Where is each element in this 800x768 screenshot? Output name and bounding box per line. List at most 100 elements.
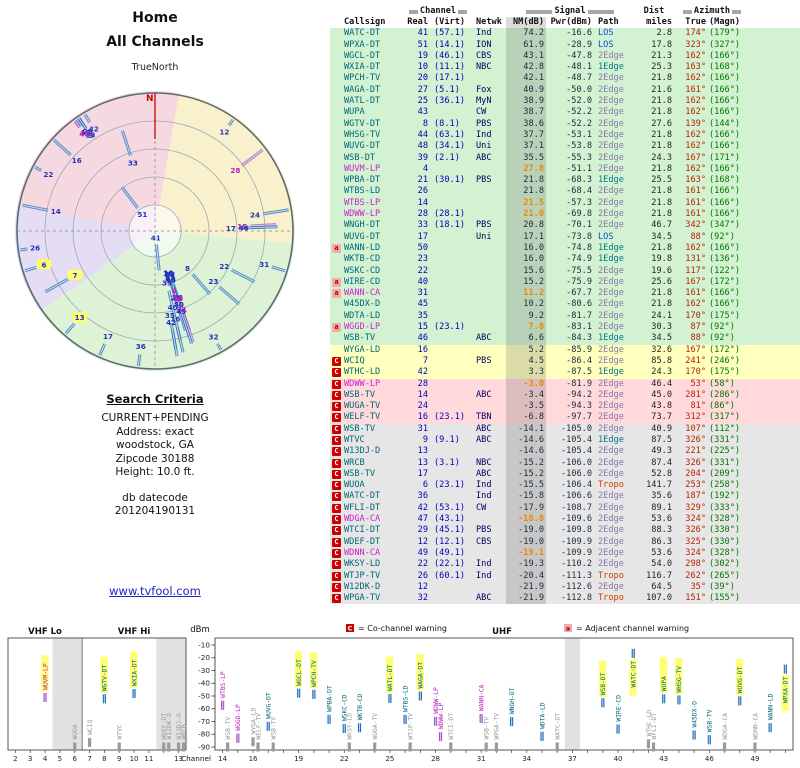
channel-axis-label: Channel — [181, 754, 211, 763]
co-channel-warning-badge: C — [332, 379, 341, 389]
table-cell: WATC-DT — [344, 28, 381, 39]
table-cell: PBS — [476, 525, 492, 536]
table-cell: (330°) — [709, 536, 741, 547]
svg-text:WTCI-DT: WTCI-DT — [448, 713, 455, 740]
svg-text:-70: -70 — [198, 717, 210, 726]
table-cell: WATL-DT — [344, 96, 381, 107]
svg-text:24: 24 — [250, 211, 260, 220]
table-cell: 21.0 — [506, 209, 546, 221]
table-cell: ABC — [476, 152, 492, 163]
table-cell: Ind — [476, 129, 492, 140]
radar-station-mark: 21 — [171, 294, 187, 332]
svg-text:WFLI-DT: WFLI-DT — [651, 713, 658, 740]
table-cell: -74.9 — [566, 254, 592, 265]
table-cell — [472, 266, 506, 277]
svg-text:42: 42 — [89, 125, 99, 134]
table-cell: 2Edge — [598, 547, 624, 558]
table-cell: 88° — [690, 231, 706, 242]
table-cell: 14 — [417, 389, 428, 400]
svg-text:34: 34 — [522, 755, 531, 763]
tvfool-link[interactable]: www.tvfool.com — [109, 584, 201, 598]
table-cell: -52.2 — [566, 107, 592, 118]
table-cell: 342° — [685, 220, 706, 231]
table-cell: (18.1) — [434, 220, 466, 231]
table-cell: 167° — [685, 152, 706, 163]
table-cell: WPXA-DT — [344, 39, 381, 50]
table-cell: -81.7 — [566, 310, 592, 321]
table-cell: 15.2 — [506, 276, 546, 289]
svg-text:51: 51 — [137, 210, 147, 219]
table-cell: -75.5 — [566, 265, 592, 276]
table-cell — [472, 299, 506, 310]
table-row: C WTVC 9 (9.1) ABC -14.6 -105.4 1Edge 87.5 326° (3… — [330, 434, 800, 447]
table-cell: 170° — [685, 310, 706, 321]
table-cell: 42 — [417, 502, 428, 513]
svg-text:27: 27 — [165, 271, 175, 280]
table-cell: Uni — [476, 231, 492, 242]
chart-station-mark: W12DK-D — [166, 713, 173, 752]
table-cell: 1Edge — [598, 434, 624, 445]
table-cell: (11.1) — [434, 62, 466, 73]
radar-wedge — [17, 91, 180, 232]
table-cell: LOS — [598, 28, 614, 39]
search-criteria-heading: Search Criteria — [106, 392, 204, 406]
table-cell: -110.2 — [560, 559, 592, 570]
table-cell: 162° — [685, 242, 706, 253]
table-cell: (225°) — [709, 446, 741, 457]
col-callsign: Callsign — [344, 17, 386, 27]
table-row: WTBS-LD 26 21.8 -68.4 2Edge 21.8 161° (166°) — [330, 186, 800, 198]
table-cell: 2Edge — [598, 559, 624, 570]
co-channel-warning-badge: C — [332, 526, 341, 536]
table-cell: 14 — [417, 197, 428, 208]
table-cell: Ind — [476, 559, 492, 570]
radar-station-mark: 15 — [237, 222, 277, 231]
chart-station-mark: WUVM-LP — [41, 655, 49, 702]
table-cell: 2Edge — [598, 355, 624, 366]
table-cell: 31 — [417, 288, 428, 299]
svg-text:WTHC-LD: WTHC-LD — [646, 710, 653, 737]
table-cell: 32.6 — [651, 344, 672, 355]
svg-text:WUVG-DT: WUVG-DT — [737, 667, 744, 694]
table-cell: 27 — [417, 84, 428, 95]
chart-station-mark: WUVG-DT — [266, 692, 273, 731]
svg-text:3: 3 — [28, 755, 32, 763]
svg-text:-90: -90 — [198, 742, 210, 751]
chart-station-mark: W13DJ-D — [176, 713, 183, 752]
table-row: C WSB-TV 17 ABC -15.2 -106.0 2Edge 52.8 204° (209… — [330, 468, 800, 481]
table-row: WDTA-LD 35 9.2 -81.7 2Edge 24.1 170° (175°) — [330, 310, 800, 323]
table-cell: (192°) — [709, 491, 741, 502]
table-cell — [330, 232, 343, 243]
svg-text:26: 26 — [30, 243, 40, 252]
table-cell: -53.1 — [566, 129, 592, 140]
table-cell — [430, 424, 472, 435]
table-cell: 2Edge — [598, 209, 624, 220]
table-cell: -3.0 — [506, 378, 546, 390]
svg-text:2: 2 — [13, 755, 17, 763]
table-cell: (209°) — [709, 468, 741, 479]
table-cell: Ind — [476, 480, 492, 491]
radar-station-mark: 23 — [208, 277, 240, 306]
table-cell: (46.1) — [434, 50, 466, 61]
table-cell: -20.4 — [506, 570, 546, 582]
table-cell: (302°) — [709, 559, 741, 570]
table-cell: 161° — [685, 84, 706, 95]
svg-text:16: 16 — [170, 315, 180, 324]
dbm-axis-label: dBm — [190, 625, 210, 635]
chart-station-mark: WSB-DT — [598, 660, 607, 708]
col-true: True — [685, 17, 706, 27]
svg-text:28: 28 — [230, 166, 240, 175]
chart-station-mark: WATL-DT — [385, 656, 394, 704]
table-cell: 21.8 — [651, 186, 672, 197]
table-cell: -14.6 — [506, 446, 546, 458]
svg-text:-60: -60 — [198, 704, 210, 713]
svg-text:WSB-TV: WSB-TV — [483, 717, 490, 740]
svg-text:20: 20 — [164, 269, 174, 278]
chart-station-mark: WPCH-TV — [309, 652, 318, 699]
table-cell: 21.8 — [651, 242, 672, 253]
table-cell: 52.8 — [651, 468, 672, 479]
table-cell: 34.5 — [651, 333, 672, 344]
svg-text:C: C — [348, 625, 353, 633]
svg-text:W12DK-D: W12DK-D — [166, 713, 173, 740]
table-cell: 21.8 — [651, 209, 672, 220]
radar-station-mark: 36 — [136, 342, 146, 367]
